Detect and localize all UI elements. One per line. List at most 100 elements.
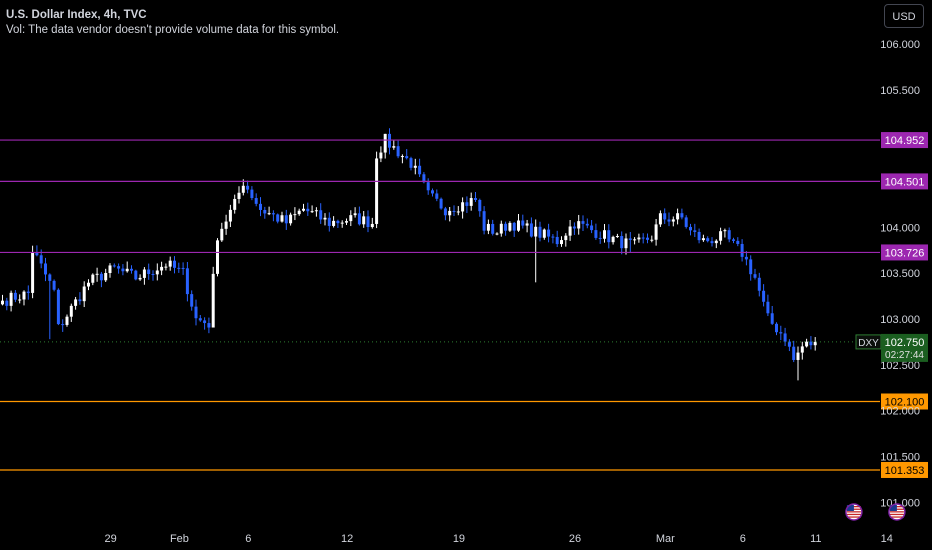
candle[interactable] <box>271 210 275 222</box>
candle[interactable] <box>762 284 766 307</box>
candle[interactable] <box>439 197 443 210</box>
candle[interactable] <box>775 322 778 336</box>
candle[interactable] <box>525 219 529 233</box>
candle[interactable] <box>121 264 125 276</box>
candle[interactable] <box>306 202 310 216</box>
candle[interactable] <box>529 217 533 238</box>
candle[interactable] <box>538 221 542 242</box>
candle[interactable] <box>297 208 301 216</box>
candle[interactable] <box>693 223 697 238</box>
candle[interactable] <box>590 220 594 234</box>
candle[interactable] <box>585 218 589 229</box>
candle[interactable] <box>31 245 35 299</box>
candle[interactable] <box>594 223 598 240</box>
candle[interactable] <box>508 221 512 232</box>
candle[interactable] <box>465 196 469 213</box>
candle[interactable] <box>671 216 675 227</box>
candle[interactable] <box>426 178 430 195</box>
candle[interactable] <box>125 261 129 273</box>
us-flag-icon[interactable] <box>845 503 863 521</box>
candle[interactable] <box>224 214 228 235</box>
candle[interactable] <box>409 156 413 171</box>
candle[interactable] <box>568 220 572 241</box>
candle[interactable] <box>1 294 4 306</box>
candle[interactable] <box>400 154 404 164</box>
candle[interactable] <box>723 228 727 238</box>
candle[interactable] <box>357 206 361 226</box>
candle[interactable] <box>345 218 348 225</box>
candle[interactable] <box>168 256 172 271</box>
candle[interactable] <box>280 211 284 223</box>
candle[interactable] <box>637 233 641 243</box>
candle[interactable] <box>190 290 194 311</box>
candle[interactable] <box>314 207 318 217</box>
candle[interactable] <box>327 212 331 232</box>
us-flag-icon[interactable] <box>888 503 906 521</box>
candle[interactable] <box>521 214 525 229</box>
candle[interactable] <box>267 206 271 216</box>
candle[interactable] <box>482 206 486 235</box>
candle[interactable] <box>211 266 215 328</box>
candle[interactable] <box>431 188 434 197</box>
candle[interactable] <box>117 263 121 274</box>
candle[interactable] <box>203 317 207 330</box>
level-support-4[interactable]: 101.353 <box>0 461 928 478</box>
candle[interactable] <box>383 133 387 159</box>
candle[interactable] <box>293 207 297 221</box>
candle[interactable] <box>74 296 78 310</box>
candle[interactable] <box>646 233 649 244</box>
candle[interactable] <box>560 236 563 247</box>
candle[interactable] <box>35 245 39 257</box>
candle[interactable] <box>52 279 56 292</box>
candle[interactable] <box>607 224 611 249</box>
candle[interactable] <box>719 227 723 245</box>
candle[interactable] <box>22 290 26 306</box>
candle[interactable] <box>151 270 155 281</box>
candle[interactable] <box>753 268 757 280</box>
candle[interactable] <box>809 336 813 350</box>
candle[interactable] <box>353 207 357 218</box>
currency-button[interactable]: USD <box>884 4 924 28</box>
candle[interactable] <box>749 255 753 281</box>
candle[interactable] <box>138 274 142 281</box>
candle[interactable] <box>413 158 417 175</box>
candle[interactable] <box>349 210 353 227</box>
candle[interactable] <box>534 219 538 283</box>
candle[interactable] <box>142 267 146 285</box>
candle[interactable] <box>134 269 138 281</box>
candle[interactable] <box>581 215 585 231</box>
candle[interactable] <box>310 205 314 213</box>
candle[interactable] <box>228 204 232 228</box>
candle[interactable] <box>766 294 770 317</box>
candle[interactable] <box>684 215 688 229</box>
candle[interactable] <box>633 237 637 245</box>
candle[interactable] <box>9 290 13 312</box>
candle[interactable] <box>56 288 60 326</box>
candle[interactable] <box>800 341 804 360</box>
candle[interactable] <box>783 327 787 347</box>
level-resistance-1[interactable]: 104.501 <box>0 173 928 190</box>
candle[interactable] <box>448 207 452 222</box>
candle[interactable] <box>332 216 336 228</box>
candle[interactable] <box>61 319 65 332</box>
candle[interactable] <box>542 228 546 240</box>
candle[interactable] <box>44 257 47 282</box>
candle[interactable] <box>469 192 473 211</box>
candle[interactable] <box>185 261 189 302</box>
candle[interactable] <box>375 151 379 229</box>
candle[interactable] <box>787 339 791 352</box>
candle[interactable] <box>220 222 224 242</box>
candle[interactable] <box>250 186 254 201</box>
candle[interactable] <box>620 231 624 255</box>
candle[interactable] <box>319 203 323 224</box>
candle[interactable] <box>555 230 559 248</box>
candle[interactable] <box>796 346 800 381</box>
candle[interactable] <box>740 239 744 262</box>
candle[interactable] <box>512 221 516 237</box>
candle[interactable] <box>13 290 17 303</box>
candle[interactable] <box>194 299 198 326</box>
candle[interactable] <box>732 237 735 244</box>
candle[interactable] <box>676 208 680 225</box>
candle[interactable] <box>714 239 718 249</box>
